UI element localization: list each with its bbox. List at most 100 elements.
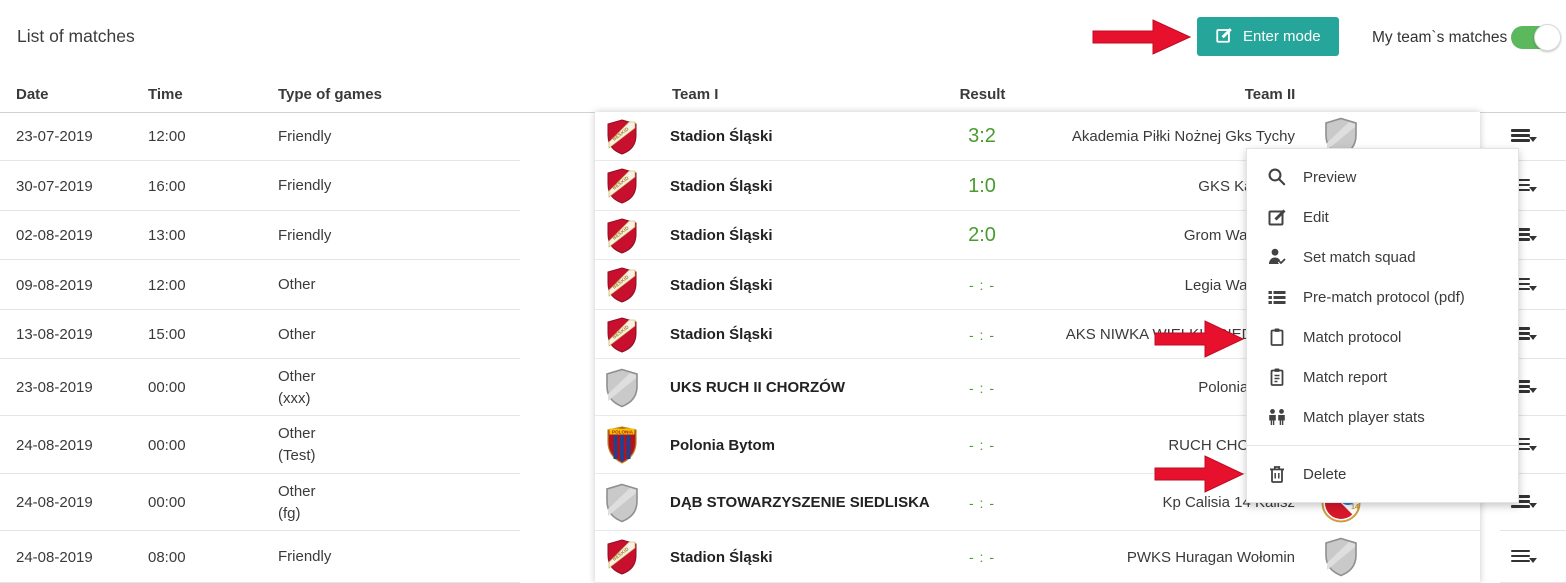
match-time: 15:00 — [148, 326, 186, 343]
match-date: 24-08-2019 — [16, 436, 93, 454]
team1-name: DĄB STOWARZYSZENIE SIEDLISKA — [670, 494, 930, 511]
column-header-team1: Team I — [672, 85, 719, 103]
match-type: Other — [278, 325, 316, 343]
menu-divider — [1247, 445, 1518, 446]
chevron-down-icon — [1529, 445, 1537, 451]
match-date: 24-08-2019 — [16, 494, 93, 511]
table-row: 24-08-2019 00:00 Other (Test) POLONIA Po… — [0, 416, 1566, 474]
chevron-down-icon — [1529, 388, 1537, 393]
row-actions-menu-icon[interactable] — [1511, 549, 1537, 565]
match-type: Other (fg) — [278, 474, 316, 531]
my-teams-matches-label: My team`s matches — [1372, 28, 1508, 46]
row-actions-menu-icon[interactable] — [1511, 437, 1537, 453]
beskid-club-emblem-icon: BESKID — [605, 316, 639, 353]
match-result: - : - — [969, 437, 995, 453]
toggle-knob — [1534, 24, 1562, 51]
column-header-time: Time — [148, 85, 183, 103]
chevron-down-icon — [1529, 137, 1537, 142]
table-row: 23-07-2019 12:00 Friendly BESKID Stadion… — [0, 112, 1566, 161]
table-row: 24-08-2019 00:00 Other (fg) DĄB STOWARZY… — [0, 474, 1566, 531]
menu-item-preview[interactable]: Preview — [1247, 157, 1518, 197]
column-header-team2: Team II — [1244, 85, 1296, 103]
row-actions-menu-icon[interactable] — [1511, 277, 1537, 293]
match-date: 13-08-2019 — [16, 326, 93, 343]
row-actions-menu-icon[interactable] — [1511, 495, 1537, 510]
match-type: Friendly — [278, 177, 332, 194]
beskid-club-emblem-icon: BESKID — [607, 217, 637, 254]
red-arrow-annotation-match-protocol — [1154, 320, 1245, 358]
enter-mode-button[interactable]: Enter mode — [1197, 17, 1339, 56]
menu-item-match-protocol[interactable]: Match protocol — [1247, 317, 1518, 357]
match-result: - : - — [969, 326, 995, 343]
edit-icon — [1267, 207, 1287, 227]
match-result: - : - — [969, 494, 995, 511]
matches-table-body: 23-07-2019 12:00 Friendly BESKID Stadion… — [0, 112, 1566, 583]
top-bar: List of matches Enter mode My team`s mat… — [0, 0, 1566, 77]
menu-item-match-player-stats[interactable]: Match player stats — [1247, 397, 1518, 437]
table-row: 23-08-2019 00:00 Other (xxx) UKS RUCH II… — [0, 359, 1566, 416]
polonia-club-emblem-icon: POLONIA — [605, 426, 639, 464]
beskid-club-emblem-icon: BESKID — [607, 168, 637, 204]
match-type: Friendly — [278, 226, 332, 244]
row-actions-menu-icon[interactable] — [1511, 129, 1537, 144]
row-actions-context-menu: Preview Edit Set match squad Pre-match p… — [1246, 148, 1519, 503]
match-date: 09-08-2019 — [16, 276, 93, 294]
match-type: Other (Test) — [278, 416, 316, 474]
trash-icon — [1267, 464, 1287, 484]
chevron-down-icon — [1529, 335, 1537, 340]
svg-text:POLONIA: POLONIA — [612, 429, 634, 434]
match-type: Other (xxx) — [278, 359, 316, 416]
column-header-type: Type of games — [278, 85, 382, 103]
row-actions-menu-icon[interactable] — [1511, 380, 1537, 395]
beskid-club-emblem-icon: BESKID — [607, 267, 637, 303]
match-time: 08:00 — [148, 548, 186, 566]
match-time: 00:00 — [148, 494, 186, 511]
menu-item-match-report[interactable]: Match report — [1247, 357, 1518, 397]
team1-name: Stadion Śląski — [670, 177, 773, 195]
beskid-club-emblem-icon: BESKID — [607, 539, 637, 575]
column-header-date: Date — [16, 85, 49, 103]
row-actions-menu-icon[interactable] — [1511, 178, 1537, 194]
chevron-down-icon — [1529, 186, 1537, 192]
team1-name: Stadion Śląski — [670, 128, 773, 145]
placeholder-club-emblem-icon — [1325, 537, 1357, 577]
enter-mode-label: Enter mode — [1243, 28, 1321, 45]
match-date: 24-08-2019 — [16, 548, 93, 566]
match-type: Friendly — [278, 548, 332, 565]
table-row: 30-07-2019 16:00 Friendly BESKID Stadion… — [0, 161, 1566, 211]
menu-item-edit[interactable]: Edit — [1247, 197, 1518, 237]
grey-club-emblem-icon — [1319, 537, 1363, 577]
row-actions-menu-icon[interactable] — [1511, 327, 1537, 342]
match-result: 1:0 — [968, 174, 996, 197]
team1-name: Stadion Śląski — [670, 276, 773, 294]
my-teams-matches-toggle[interactable] — [1511, 24, 1562, 51]
chevron-down-icon — [1529, 557, 1537, 563]
menu-item-delete[interactable]: Delete — [1247, 454, 1518, 494]
column-header-result: Result — [959, 85, 1006, 103]
beskid-club-emblem-icon: BESKID — [605, 539, 639, 575]
edit-icon — [1215, 26, 1233, 48]
beskid-club-emblem-icon: BESKID — [605, 168, 639, 204]
grey-club-emblem-icon — [605, 368, 639, 408]
team1-name: UKS RUCH II CHORZÓW — [670, 379, 845, 396]
row-actions-menu-icon[interactable] — [1511, 228, 1537, 243]
list-icon — [1267, 287, 1287, 307]
page-title: List of matches — [17, 26, 135, 46]
people-icon — [1267, 407, 1287, 427]
clipboard-text-icon — [1267, 367, 1287, 387]
match-result: - : - — [969, 549, 995, 565]
menu-item-set-match-squad[interactable]: Set match squad — [1247, 237, 1518, 277]
team1-name: Stadion Śląski — [670, 548, 773, 566]
match-date: 23-08-2019 — [16, 379, 93, 396]
match-time: 12:00 — [148, 276, 186, 294]
team1-name: Stadion Śląski — [670, 227, 773, 244]
table-header-row: Date Time Type of games Team I Result Te… — [0, 76, 1566, 113]
menu-item-pre-match-protocol-pdf-[interactable]: Pre-match protocol (pdf) — [1247, 277, 1518, 317]
beskid-club-emblem-icon: BESKID — [607, 316, 637, 353]
red-arrow-annotation-delete — [1154, 455, 1245, 493]
grey-club-emblem-icon — [605, 483, 639, 523]
match-type: Friendly — [278, 127, 332, 145]
grey-club-emblem-icon — [1319, 117, 1363, 157]
match-type: Other — [278, 276, 316, 293]
